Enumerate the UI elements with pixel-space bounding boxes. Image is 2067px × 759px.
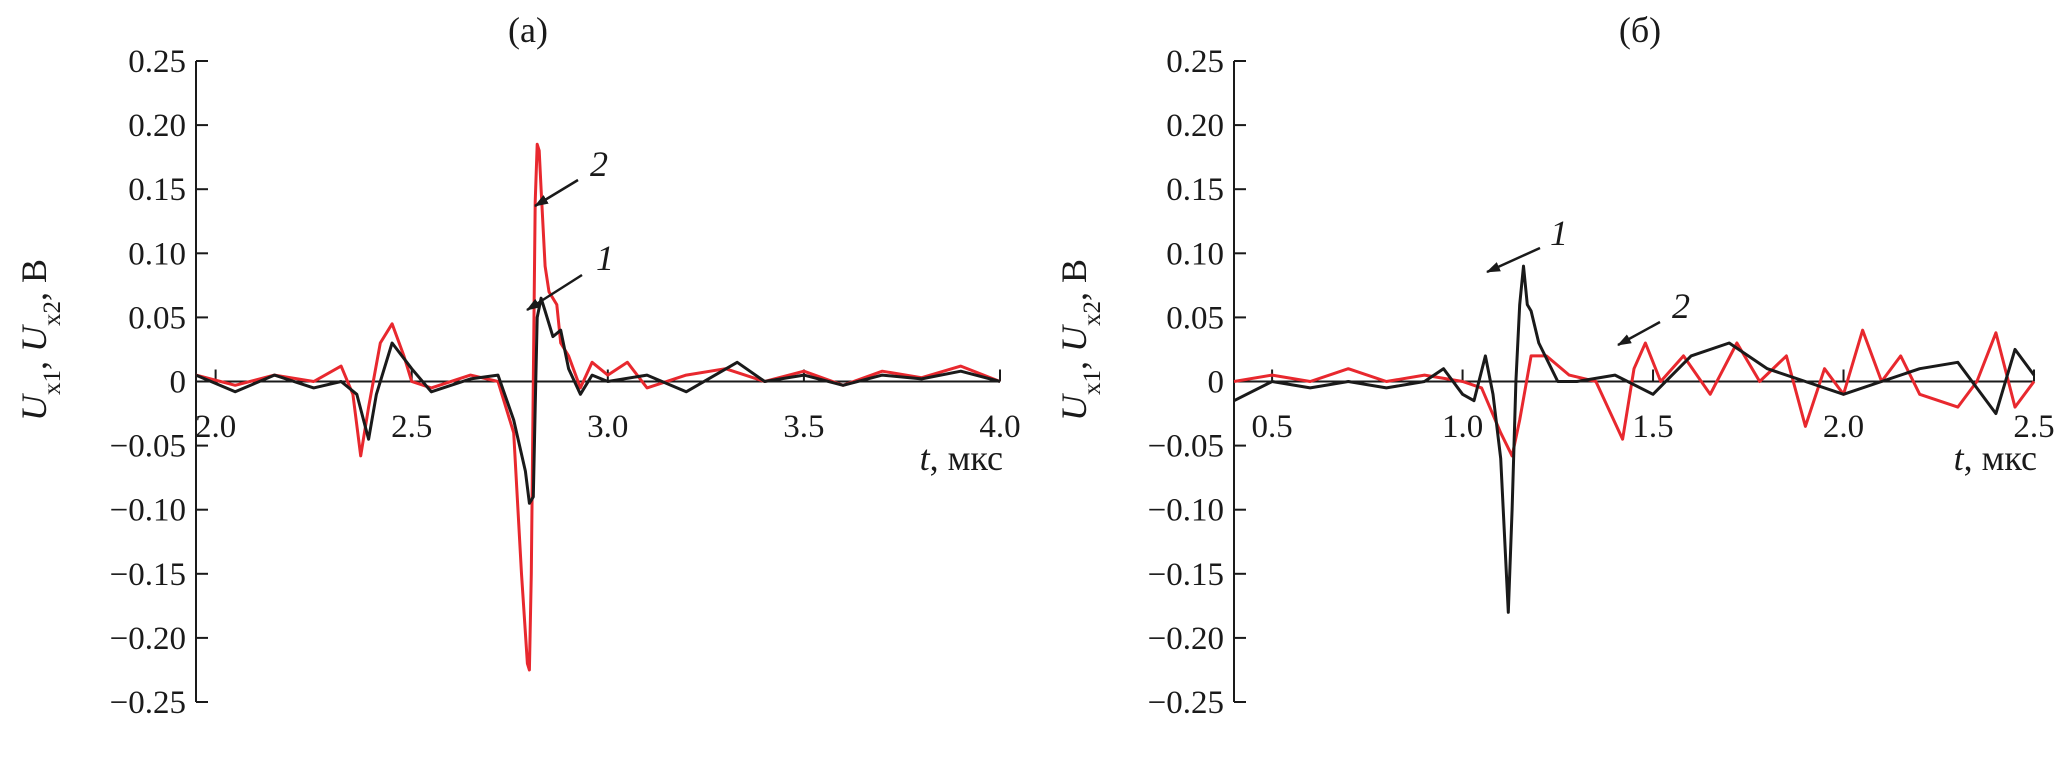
x-tick-label: 2.0	[195, 409, 236, 445]
y-tick-label: 0.10	[1166, 236, 1224, 272]
series-line-1	[1233, 264, 2036, 614]
y-tick-label: 0.15	[1166, 172, 1224, 208]
y-tick-label: 0	[1208, 365, 1225, 401]
y-tick-label: −0.15	[1148, 557, 1224, 593]
chart-panel-b: (б) 0.25 0.20 0.15 0.10 0.05 0 −0.05 −0.10 −0.15 −…	[1054, 10, 2055, 721]
y-axis-label: Ux1, Ux2, В	[14, 259, 66, 421]
y-tick-label: 0.15	[128, 172, 186, 208]
curve-label-2: 2	[590, 144, 608, 184]
y-tick-label: −0.05	[110, 429, 186, 465]
x-tick-label: 2.5	[391, 409, 432, 445]
chart-panel-a: (а) 0.25 0.20 0.15 0.10 0.05 0 −0.05 −0.10 −0.15 −…	[14, 10, 1021, 721]
y-tick-label: 0	[170, 365, 187, 401]
series-line-1	[195, 296, 1001, 505]
y-tick-label: 0.05	[128, 300, 186, 336]
x-tick-label: 2.5	[2013, 409, 2054, 445]
annotation-arrow	[1486, 246, 1541, 274]
x-axis-label: t, мкс	[920, 438, 1003, 478]
annotation-arrow	[526, 273, 583, 312]
x-axis-label: t, мкс	[1954, 438, 2037, 478]
curve-label-2: 2	[1672, 286, 1690, 326]
y-tick-label: 0.20	[1166, 108, 1224, 144]
y-tick-label: −0.20	[110, 621, 186, 657]
x-tick-label: 1.5	[1632, 409, 1673, 445]
y-tick-label: −0.20	[1148, 621, 1224, 657]
series-line-2	[195, 142, 1001, 672]
y-tick-label: 0.05	[1166, 300, 1224, 336]
annotation-arrow	[534, 178, 579, 208]
x-tick-label: 1.0	[1442, 409, 1483, 445]
curve-label-1: 1	[1550, 213, 1568, 253]
x-tick-label: 3.0	[587, 409, 628, 445]
x-tick-label: 3.5	[783, 409, 824, 445]
curve-label-1: 1	[596, 238, 614, 278]
panel-title-b: (б)	[1619, 10, 1661, 50]
x-tick-label: 4.0	[979, 409, 1020, 445]
x-tick-label: 2.0	[1823, 409, 1864, 445]
y-tick-label: 0.10	[128, 236, 186, 272]
y-tick-label: −0.25	[110, 685, 186, 721]
y-axis-label: Ux1, Ux2, В	[1054, 259, 1106, 421]
y-tick-label: −0.10	[1148, 493, 1224, 529]
y-tick-label: 0.20	[128, 108, 186, 144]
annotation-arrow	[1617, 320, 1661, 347]
y-tick-label: −0.15	[110, 557, 186, 593]
series-line-2	[1233, 328, 2036, 458]
y-tick-label: 0.25	[1166, 44, 1224, 80]
y-tick-label: −0.05	[1148, 429, 1224, 465]
panel-title-a: (а)	[508, 10, 548, 50]
y-tick-label: 0.25	[128, 44, 186, 80]
y-tick-label: −0.25	[1148, 685, 1224, 721]
x-tick-label: 0.5	[1251, 409, 1292, 445]
y-tick-label: −0.10	[110, 493, 186, 529]
